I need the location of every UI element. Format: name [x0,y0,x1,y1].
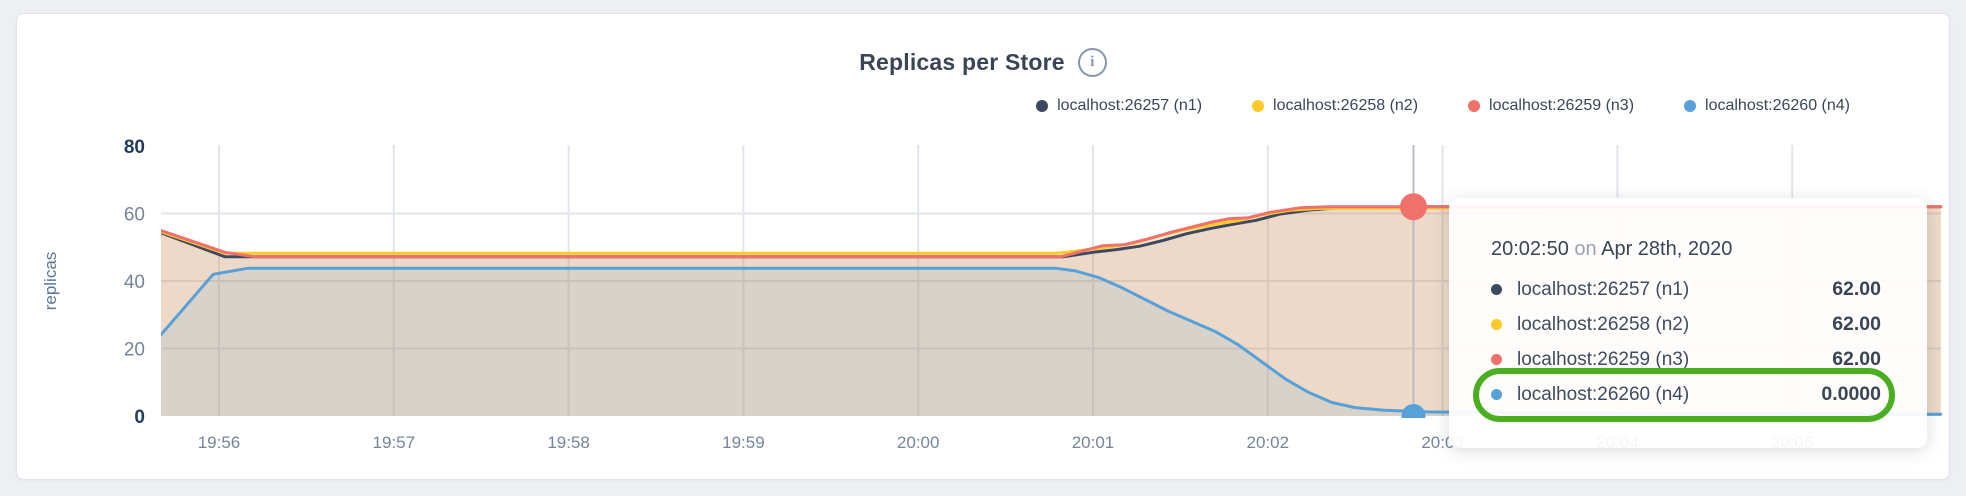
series-dot-n4 [1684,100,1697,112]
svg-text:60: 60 [124,205,145,226]
legend-item-n3[interactable]: localhost:26259 (n3) [1468,97,1634,115]
series-dot-n1 [1491,284,1502,295]
tooltip-time: 20:02:50 [1491,238,1569,260]
tooltip-date: Apr 28th, 2020 [1601,238,1733,260]
series-dot-n2 [1491,319,1502,330]
svg-text:20: 20 [124,340,145,361]
tooltip-row-n1: localhost:26257 (n1) 62.00 [1491,272,1881,307]
svg-text:80: 80 [124,137,145,158]
series-dot-n3 [1491,354,1502,365]
hover-dot [1399,193,1427,221]
tooltip-timestamp: 20:02:50 on Apr 28th, 2020 [1491,236,1881,262]
svg-text:19:56: 19:56 [198,433,241,452]
hover-tooltip: 20:02:50 on Apr 28th, 2020 localhost:262… [1449,198,1927,448]
legend: localhost:26257 (n1) localhost:26258 (n2… [1036,97,1850,115]
tooltip-row-n4: localhost:26260 (n4) 0.0000 [1491,377,1881,412]
tooltip-label-n4: localhost:26260 (n4) [1517,383,1690,405]
tooltip-value-n2: 62.00 [1832,313,1881,335]
chart-card: 19:56 19:57 19:58 19:59 20:00 20:01 20:02 20:03… [16,13,1950,480]
svg-text:19:57: 19:57 [373,433,416,452]
legend-item-n1[interactable]: localhost:26257 (n1) [1036,97,1202,115]
series-area-4 [161,268,1941,416]
chart-header: Replicas per Store i [17,48,1949,77]
hover-dot [1401,404,1426,418]
svg-text:40: 40 [124,272,145,293]
svg-text:19:58: 19:58 [547,433,590,452]
svg-text:20:01: 20:01 [1072,433,1115,452]
y-axis-title: replicas [41,252,60,311]
series-dot-n1 [1036,100,1049,112]
tooltip-row-n2: localhost:26258 (n2) 62.00 [1491,307,1881,342]
series-lines [161,205,1943,416]
svg-text:19:59: 19:59 [722,433,765,452]
legend-label-n1: localhost:26257 (n1) [1057,97,1203,114]
series-dot-n3 [1468,100,1481,112]
svg-text:20:00: 20:00 [897,433,940,452]
tooltip-value-n1: 62.00 [1832,278,1881,300]
legend-item-n4[interactable]: localhost:26260 (n4) [1684,97,1850,115]
tooltip-value-n3: 62.00 [1832,348,1881,370]
tooltip-row-n3: localhost:26259 (n3) 62.00 [1491,342,1881,377]
tooltip-label-n2: localhost:26258 (n2) [1517,313,1690,335]
y-axis-labels: 0 20 40 60 80 [124,137,145,428]
info-icon[interactable]: i [1077,48,1107,77]
series-dot-n4 [1491,389,1502,400]
tooltip-label-n1: localhost:26257 (n1) [1517,278,1690,300]
tooltip-conjunction: on [1574,238,1597,260]
svg-text:20:02: 20:02 [1247,433,1290,452]
legend-label-n4: localhost:26260 (n4) [1705,97,1850,114]
hover-dots [1399,193,1427,418]
legend-label-n3: localhost:26259 (n3) [1489,97,1635,114]
series-line-3 [161,205,1943,259]
series-line-4 [161,266,1943,416]
legend-label-n2: localhost:26258 (n2) [1273,97,1419,114]
svg-text:0: 0 [134,407,145,428]
tooltip-label-n3: localhost:26259 (n3) [1517,348,1690,370]
series-dot-n2 [1252,100,1265,112]
page-title: Replicas per Store [859,49,1065,75]
tooltip-value-n4: 0.0000 [1821,383,1881,405]
legend-item-n2[interactable]: localhost:26258 (n2) [1252,97,1418,115]
